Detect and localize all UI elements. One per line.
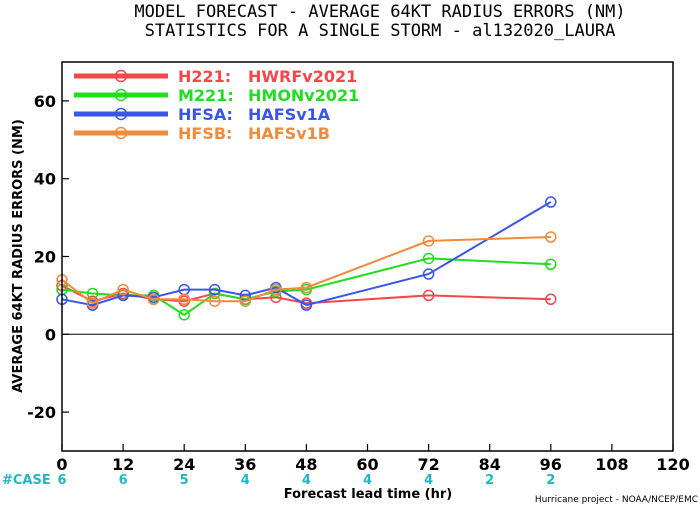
legend-code-hwrfv2021: H221: (178, 67, 231, 86)
data-point-hafsv1b (270, 283, 282, 296)
x-tick-label: 24 (173, 455, 195, 474)
data-point-hafsv1a (545, 196, 557, 208)
y-tick-label: -20 (27, 403, 56, 422)
legend-name-hmonv2021: HMONv2021 (248, 86, 359, 105)
data-point-hafsv1b (300, 281, 313, 294)
y-tick-label: 0 (45, 325, 56, 344)
x-tick-label: 60 (356, 455, 378, 474)
case-count: 2 (546, 473, 555, 488)
data-point-hmonv2021 (422, 252, 435, 265)
case-label: #CASE (2, 473, 51, 488)
data-point-hmonv2021 (178, 309, 190, 321)
legend-code-hmonv2021: M221: (178, 86, 234, 105)
legend-marker-hmonv2021 (114, 88, 128, 102)
legend: H221: HWRFv2021 M221: HMONv2021 HFSA: HAFSv1A… (74, 67, 359, 143)
x-tick-label: 12 (112, 455, 134, 474)
chart-subtitle: STATISTICS FOR A SINGLE STORM - al132020… (145, 21, 616, 41)
x-tick-label: 120 (656, 455, 689, 474)
legend-marker-hafsv1b (114, 126, 128, 140)
data-point-hmonv2021 (209, 287, 221, 300)
x-tick-label: 72 (417, 455, 439, 474)
x-tick-label: 36 (234, 455, 256, 474)
plot-frame (61, 61, 674, 452)
legend-name-hwrfv2021: HWRFv2021 (248, 67, 357, 86)
credit-text: Hurricane project - NOAA/NCEP/EMC (535, 495, 698, 505)
data-point-hafsv1b (117, 283, 129, 296)
data-point-hafsv1b (545, 231, 557, 243)
series-line-hafsv1a (61, 201, 552, 307)
y-tick-label: 20 (34, 248, 56, 267)
x-axis-label: Forecast lead time (hr) (284, 487, 452, 502)
legend-marker-hafsv1a (114, 107, 128, 121)
x-tick-label: 48 (295, 455, 317, 474)
case-count: 4 (302, 473, 311, 488)
data-point-hafsv1a (422, 268, 435, 280)
case-count: 4 (363, 473, 372, 488)
legend-code-hafsv1a: HFSA: (178, 105, 233, 124)
data-point-hafsv1b (422, 235, 435, 247)
data-point-hafsv1a (209, 283, 221, 296)
legend-marker-hwrfv2021 (114, 69, 128, 83)
data-point-hafsv1b (239, 295, 252, 307)
x-tick-label: 96 (540, 455, 562, 474)
data-point-hafsv1b (178, 293, 190, 306)
legend-name-hafsv1a: HAFSv1A (248, 105, 331, 124)
legend-code-hafsv1b: HFSB: (178, 124, 232, 143)
data-point-hwrfv2021 (422, 289, 435, 302)
case-count: 5 (180, 473, 189, 488)
case-count: 4 (241, 473, 250, 488)
y-tick-label: 40 (34, 170, 56, 189)
y-axis-label: AVERAGE 64KT RADIUS ERRORS (NM) (11, 119, 26, 393)
case-count: 2 (485, 473, 494, 488)
data-point-hmonv2021 (545, 258, 557, 271)
data-point-hafsv1a (300, 299, 313, 311)
case-count: 4 (424, 473, 433, 488)
data-point-hafsv1b (147, 293, 160, 306)
x-tick-label: 108 (595, 455, 628, 474)
data-point-hwrfv2021 (545, 293, 557, 306)
data-point-hafsv1b (86, 297, 99, 309)
data-point-hafsv1b (209, 295, 221, 307)
chart-title: MODEL FORECAST - AVERAGE 64KT RADIUS ERR… (134, 2, 625, 22)
x-tick-label: 84 (479, 455, 501, 474)
series-line-hafsv1b (61, 236, 551, 305)
case-count: 6 (57, 473, 66, 488)
legend-name-hafsv1b: HAFSv1B (248, 124, 330, 143)
x-tick-label: 0 (56, 455, 67, 474)
case-count: 6 (119, 473, 128, 488)
y-tick-label: 60 (34, 92, 56, 111)
